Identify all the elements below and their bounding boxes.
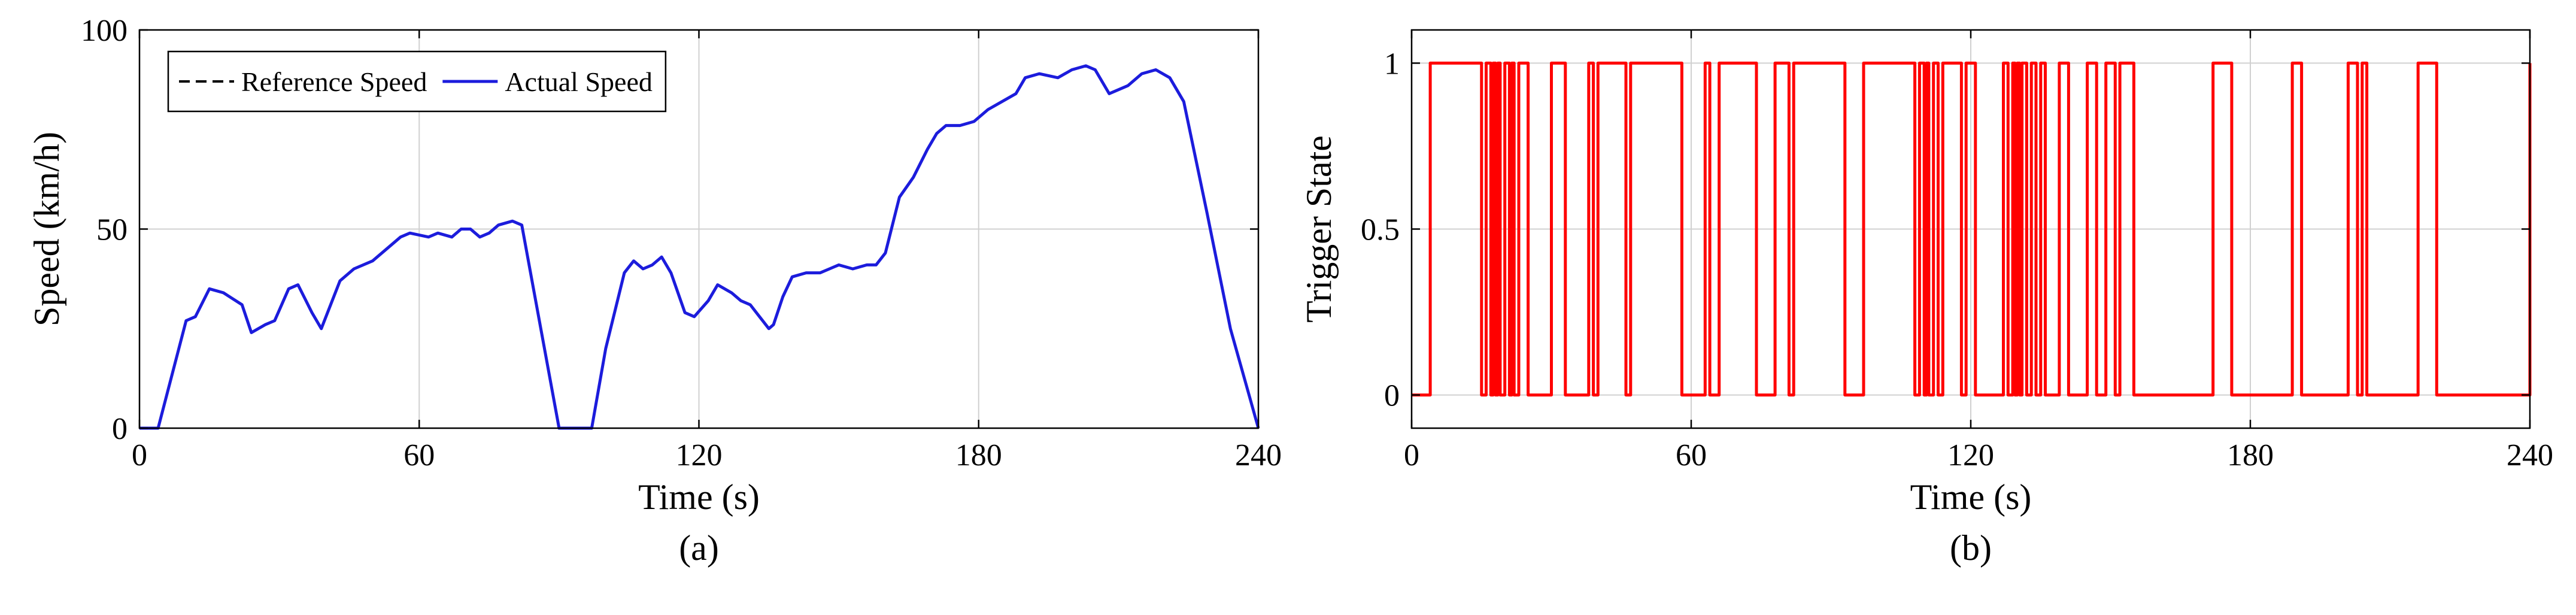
- x-tick-label: 120: [1947, 438, 1994, 472]
- y-tick-label: 0.5: [1361, 213, 1400, 247]
- x-tick-label: 60: [1676, 438, 1707, 472]
- trigger-chart-series: [1412, 61, 2532, 397]
- y-tick-label: 50: [96, 213, 128, 247]
- legend-label-actual-speed: Actual Speed: [505, 66, 653, 97]
- trigger-series-0-line: [1412, 61, 2532, 397]
- x-tick-label: 180: [955, 438, 1002, 472]
- speed-chart-caption: (a): [679, 528, 719, 568]
- x-tick-label: 240: [2507, 438, 2553, 472]
- actual-speed-line: [139, 64, 1260, 430]
- x-tick-label: 0: [132, 438, 147, 472]
- speed-chart-series: [139, 64, 1260, 430]
- y-tick-label: 0: [112, 412, 128, 446]
- speed-chart-panel: 0 60 120 180 240 0 50 100 Time (s) Speed (km/h)…: [27, 14, 1282, 568]
- x-tick-label: 0: [1404, 438, 1419, 472]
- speed-chart-x-axis-label: Time (s): [638, 477, 760, 517]
- x-tick-label: 180: [2227, 438, 2274, 472]
- trigger-chart-panel: 0 60 120 180 240 0 0.5 1 Time (s) Trigger State…: [1299, 29, 2553, 568]
- trigger-chart-y-axis-label: Trigger State: [1299, 135, 1339, 323]
- y-tick-label: 100: [81, 14, 128, 48]
- x-tick-label: 60: [403, 438, 435, 472]
- speed-chart-y-axis-label: Speed (km/h): [27, 132, 66, 326]
- legend-label-reference-speed: Reference Speed: [241, 66, 427, 97]
- y-tick-label: 0: [1384, 379, 1400, 413]
- trigger-chart-caption: (b): [1950, 528, 1992, 568]
- speed-chart-ticks: 0 60 120 180 240 0 50 100: [81, 14, 1282, 472]
- y-tick-label: 1: [1384, 47, 1400, 81]
- x-tick-label: 240: [1235, 438, 1282, 472]
- trigger-chart-ticks: 0 60 120 180 240 0 0.5 1: [1361, 30, 2553, 472]
- legend-box: [167, 50, 667, 113]
- speed-chart-legend: Reference Speed Actual Speed: [167, 50, 667, 113]
- x-tick-label: 120: [676, 438, 723, 472]
- trigger-chart-x-axis-label: Time (s): [1910, 477, 2032, 517]
